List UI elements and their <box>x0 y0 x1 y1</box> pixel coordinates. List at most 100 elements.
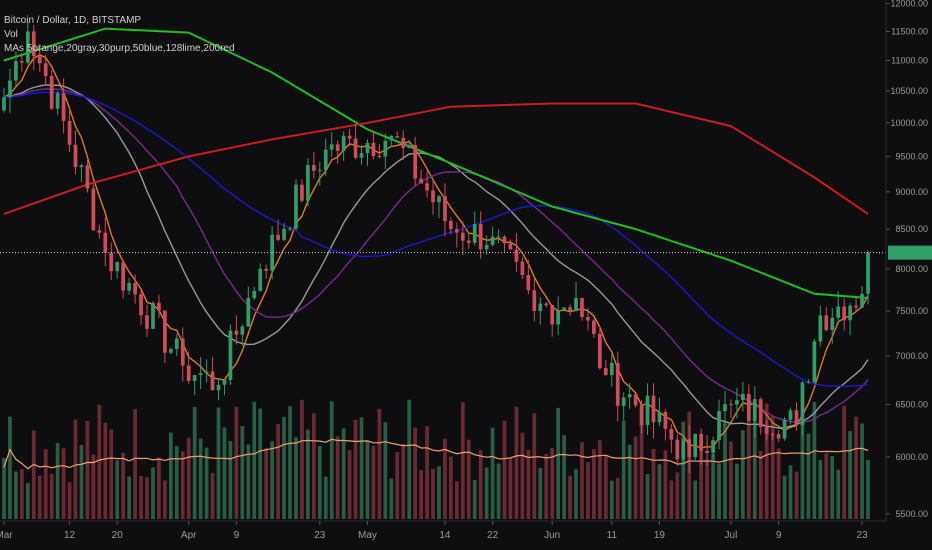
candle-body <box>812 341 817 382</box>
candle <box>711 436 715 459</box>
candle <box>627 383 632 409</box>
candle <box>687 424 692 473</box>
volume-bar <box>109 429 114 519</box>
candle-body <box>449 221 453 230</box>
time-tick-label: 11 <box>607 530 618 541</box>
volume-bar <box>228 441 233 519</box>
time-tick-label: May <box>358 530 377 541</box>
volume-bar <box>550 447 555 519</box>
ma-line-200red <box>3 102 869 215</box>
candle-body <box>91 188 96 231</box>
volume-indicator-label[interactable]: Vol <box>4 29 18 40</box>
candle <box>222 378 227 396</box>
candle <box>639 400 644 434</box>
candle-body <box>67 120 72 145</box>
volume-bar <box>282 416 286 519</box>
volume-bar <box>157 457 161 519</box>
volume-bar <box>25 482 30 519</box>
candle-body <box>306 165 310 201</box>
candle <box>91 184 96 232</box>
candle <box>198 357 203 390</box>
volume-bar <box>312 413 316 519</box>
volume-bar <box>538 468 543 519</box>
volume-bar <box>437 466 441 519</box>
volume-bar <box>705 459 709 519</box>
candle-body <box>186 365 191 382</box>
price-axis[interactable]: 12000.00 11500.00 11000.00 10500.00 10000.00… <box>886 0 928 519</box>
candle-body <box>252 290 257 299</box>
candle-body <box>770 434 775 436</box>
volume-bar <box>830 456 835 519</box>
candle-body <box>258 268 263 291</box>
candle <box>258 263 263 292</box>
volume-bar <box>675 472 680 519</box>
candle-body <box>151 302 155 329</box>
volume-bar <box>645 474 650 519</box>
candle-body <box>264 268 269 271</box>
volume-bar <box>395 452 400 519</box>
chart-legend: Bitcoin / Dollar, 1D, BITSTAMP Vol MAs 5… <box>4 14 235 56</box>
candle-body <box>764 426 769 435</box>
volume-bar <box>717 463 721 519</box>
volume-bar <box>848 430 852 519</box>
candlesticks <box>2 22 870 473</box>
candle-body <box>377 156 382 158</box>
candle-body <box>508 243 513 250</box>
time-tick-label: 23 <box>314 530 326 541</box>
last-price-label <box>888 245 932 260</box>
candle-body <box>752 399 757 421</box>
volume-bar <box>210 472 215 519</box>
symbol-title[interactable]: Bitcoin / Dollar, 1D, BITSTAMP <box>4 15 142 26</box>
candle <box>401 130 406 160</box>
candle <box>455 222 459 248</box>
candle <box>121 259 126 299</box>
candle-body <box>460 232 465 241</box>
price-tick-label: 11000.00 <box>891 56 928 66</box>
candle-body <box>431 190 435 203</box>
candle-body <box>145 315 149 329</box>
volume-ma-line <box>3 438 869 470</box>
volume-bar <box>729 441 733 519</box>
candle-body <box>592 320 596 334</box>
candle-body <box>705 450 709 453</box>
candle-body <box>633 394 638 406</box>
candle <box>586 307 590 331</box>
candle <box>508 239 513 250</box>
price-tick-label: 10500.00 <box>890 86 928 96</box>
candle-body <box>609 362 614 376</box>
candle-body <box>580 298 584 317</box>
candle-body <box>276 234 280 240</box>
candle <box>568 304 572 316</box>
price-tick-label: 5500.00 <box>895 509 928 519</box>
candle <box>532 278 537 322</box>
candle-body <box>133 282 137 295</box>
volume-bar <box>746 408 751 519</box>
moving-averages-label[interactable]: MAs 5orange,20gray,30purp,50blue,128lime… <box>4 43 235 54</box>
ma-line-5orange <box>3 54 869 449</box>
last-price-badge <box>888 245 932 260</box>
volume-bar <box>258 408 263 519</box>
candle-body <box>603 368 608 376</box>
volume-bar <box>449 456 453 519</box>
time-tick-label: 12 <box>64 530 76 541</box>
volume-bar <box>544 454 549 519</box>
time-axis[interactable]: Mar 12 20 Apr 9 23 May 14 22 Jun 11 19 Jul 9 23 <box>0 521 868 541</box>
candle-body <box>288 228 292 230</box>
candle-body <box>532 290 537 311</box>
volume-bar <box>335 436 340 519</box>
volume-bar <box>502 420 507 519</box>
price-tick-label: 7000.00 <box>895 351 928 361</box>
volume-bar <box>681 421 686 519</box>
candle-body <box>425 183 429 191</box>
volume-bar <box>323 476 328 519</box>
volume-bar <box>520 432 525 519</box>
time-tick-label: 9 <box>776 530 782 541</box>
candle-body <box>562 307 566 311</box>
candle <box>437 194 441 219</box>
volume-bar <box>580 442 584 519</box>
candle <box>675 434 680 466</box>
candle-body <box>383 140 388 157</box>
candle-body <box>717 411 721 441</box>
candle-body <box>61 93 66 121</box>
